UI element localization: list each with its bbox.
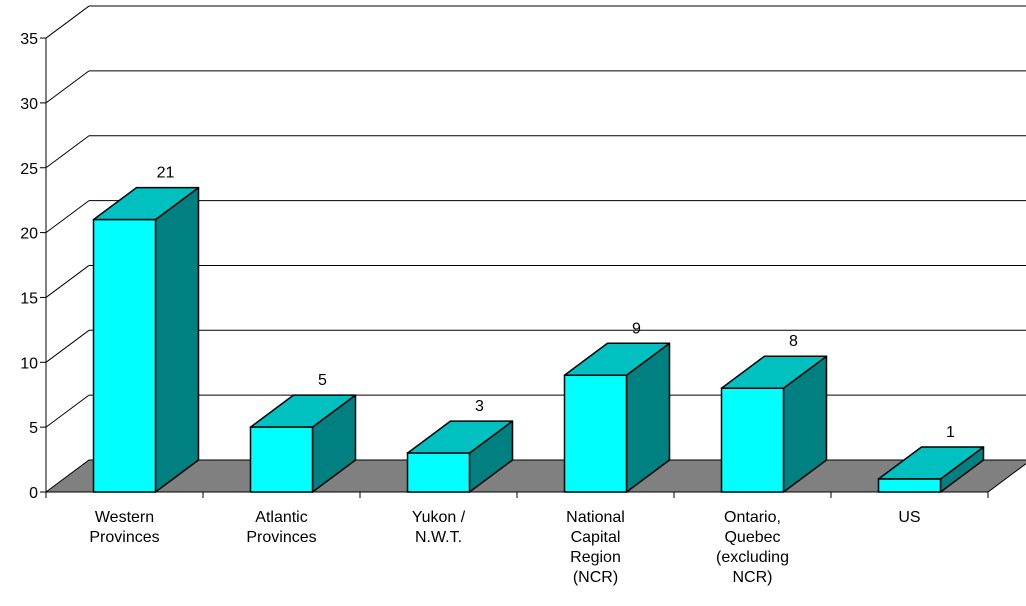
- gridline-diagonal: [45, 329, 90, 363]
- category-label-line: Quebec: [724, 529, 780, 546]
- bar-front: [877, 478, 942, 493]
- data-label: 5: [318, 372, 327, 389]
- bar: [92, 186, 200, 493]
- data-label: 21: [157, 165, 175, 182]
- y-tick-label: 5: [29, 420, 38, 437]
- data-labels: 21 5 3 9 8 1: [157, 165, 955, 441]
- category-label-line: Ontario,: [724, 509, 781, 526]
- category-label: Ontario, Quebec (excluding NCR): [716, 509, 789, 586]
- bar-front: [720, 387, 785, 493]
- y-tick-label: 35: [20, 31, 38, 48]
- category-label-line: Western: [95, 509, 154, 526]
- gridlines: [45, 5, 1026, 428]
- category-label-line: US: [898, 509, 920, 526]
- data-label: 3: [475, 398, 484, 415]
- category-label-line: (excluding: [716, 549, 789, 566]
- gridline-diagonal: [45, 265, 90, 298]
- category-label-line: (NCR): [573, 569, 618, 586]
- y-tick-label: 30: [20, 96, 38, 113]
- bar: [406, 420, 514, 493]
- bar-front: [92, 218, 157, 493]
- category-label-line: Region: [570, 549, 621, 566]
- gridline-diagonal: [45, 135, 90, 169]
- bar: [249, 394, 357, 493]
- category-label-line: NCR): [733, 569, 773, 586]
- x-axis-labels: Western Provinces Atlantic Provinces Yukon /…: [89, 509, 920, 586]
- category-label-line: Yukon /: [412, 509, 466, 526]
- category-label-line: Provinces: [246, 529, 316, 546]
- bar-side: [154, 186, 200, 493]
- y-tick-label: 10: [20, 355, 38, 372]
- bar: [563, 342, 671, 493]
- category-label-line: N.W.T.: [415, 529, 462, 546]
- y-tick-label: 25: [20, 161, 38, 178]
- category-label: Western Provinces: [89, 509, 159, 546]
- category-label-line: Provinces: [89, 529, 159, 546]
- bar-front: [406, 452, 471, 493]
- category-label: Atlantic Provinces: [246, 509, 316, 546]
- data-label: 1: [946, 424, 955, 441]
- category-label: National Capital Region (NCR): [566, 509, 625, 586]
- bar-front: [249, 426, 314, 493]
- y-tick-label: 15: [20, 290, 38, 307]
- gridline-diagonal: [45, 70, 90, 104]
- gridline-diagonal: [45, 394, 90, 428]
- data-label: 9: [632, 320, 641, 337]
- category-label: US: [898, 509, 920, 526]
- category-label-line: Capital: [571, 529, 621, 546]
- bar-front: [563, 374, 628, 493]
- category-label-line: National: [566, 509, 625, 526]
- bar: [720, 355, 828, 493]
- category-label-line: Atlantic: [255, 509, 307, 526]
- gridline-diagonal: [45, 5, 90, 39]
- y-tick-label: 0: [29, 485, 38, 502]
- bars: [92, 186, 985, 493]
- bar: [877, 446, 985, 493]
- gridline-diagonal: [45, 200, 90, 234]
- category-label: Yukon / N.W.T.: [412, 509, 466, 546]
- data-label: 8: [789, 333, 798, 350]
- y-tick-label: 20: [20, 226, 38, 243]
